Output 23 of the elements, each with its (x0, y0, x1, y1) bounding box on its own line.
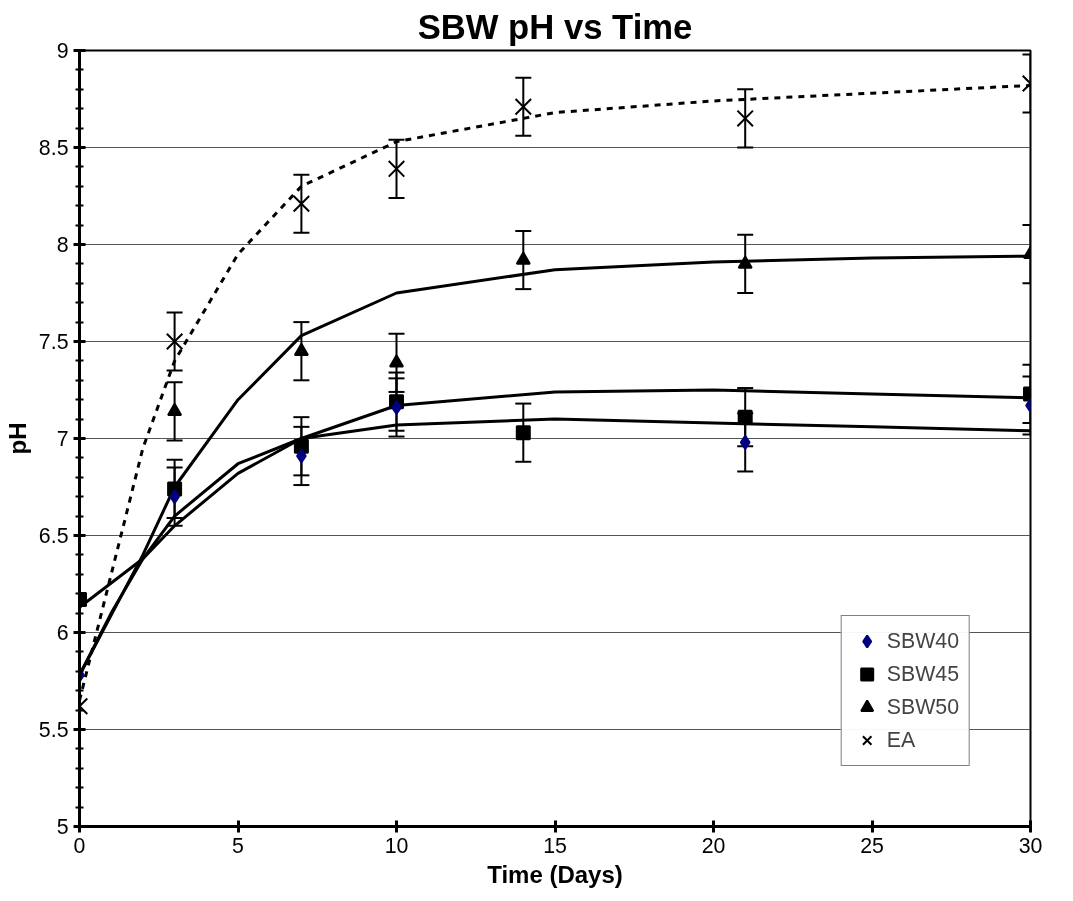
legend-label: EA (886, 727, 916, 753)
x-tick-label: 15 (543, 833, 567, 858)
y-tick-label: 5.5 (38, 718, 69, 742)
x-tick-label: 20 (701, 833, 726, 858)
y-tick-label: 8.5 (38, 136, 69, 160)
x-tick-label: 5 (232, 833, 244, 858)
y-axis-title: pH (3, 422, 31, 455)
y-tick-label: 7 (56, 427, 69, 451)
y-tick-label: 9 (56, 39, 69, 63)
legend-label: SBW50 (886, 694, 959, 720)
y-tick-label: 6.5 (38, 524, 69, 548)
legend-label: SBW40 (886, 628, 959, 654)
legend-label: SBW45 (886, 661, 959, 687)
x-tick-label: 0 (73, 833, 86, 858)
y-tick-label: 6 (56, 621, 69, 645)
y-tick-label: 8 (56, 233, 69, 257)
x-tick-label: 10 (384, 833, 409, 858)
x-axis-title: Time (Days) (487, 860, 623, 888)
y-tick-label: 7.5 (38, 330, 69, 354)
chart-title: SBW pH vs Time (417, 7, 693, 46)
y-tick-label: 5 (56, 815, 69, 839)
x-tick-label: 25 (860, 833, 884, 858)
x-tick-label: 30 (1018, 833, 1043, 858)
